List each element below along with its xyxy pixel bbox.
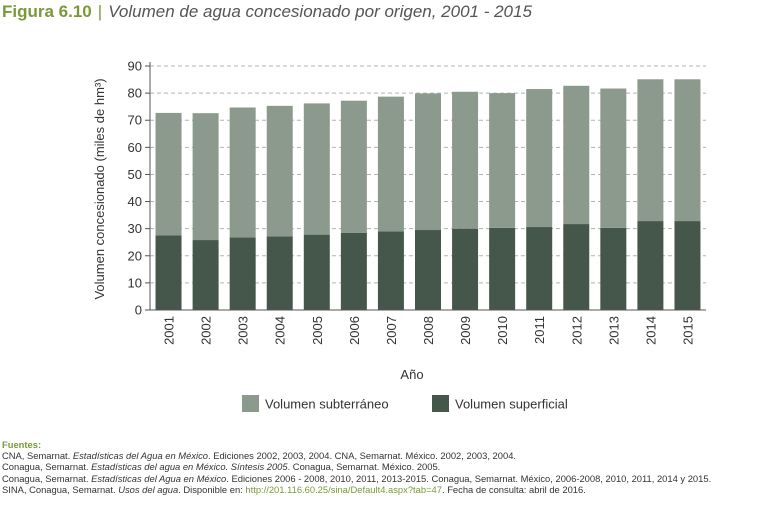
sources-heading: Fuentes: — [2, 439, 42, 450]
title-separator: | — [97, 2, 103, 21]
source-link[interactable]: http://201.116.60.25/sina/Default4.aspx?… — [245, 483, 442, 495]
source-text: SINA, Conagua, Semarnat. — [2, 483, 119, 495]
x-tick-label-2005: 2005 — [310, 316, 325, 345]
y-tick-label-0: 0 — [135, 303, 142, 318]
x-tick-label-2003: 2003 — [236, 316, 251, 345]
source-text: . Ediciones 2006 - 2008, 2010, 2011, 201… — [226, 472, 712, 484]
bar-subterraneo-2006 — [340, 100, 367, 233]
bar-superficial-2010 — [489, 227, 516, 310]
bar-subterraneo-2007 — [377, 96, 404, 232]
x-tick-labels: 2001 2002 2003 2004 2005 2006 2007 2008 2009 2010… — [162, 316, 696, 345]
source-entry: SINA, Conagua, Semarnat. Usos del agua. … — [2, 484, 768, 495]
source-entry: Conagua, Semarnat. Estadísticas del Agua… — [2, 473, 768, 484]
bar-subterraneo-2012 — [563, 85, 590, 225]
source-text: . Ediciones 2002, 2003, 2004. CNA, Semar… — [208, 450, 517, 462]
legend-swatch-1 — [432, 395, 449, 412]
x-tick-label-2008: 2008 — [421, 316, 436, 345]
bar-subterraneo-2015 — [674, 79, 701, 222]
y-tick-label-90: 90 — [128, 59, 142, 74]
figure-caption: Volumen de agua concesionado por origen,… — [108, 2, 532, 21]
y-tick-label-30: 30 — [128, 221, 142, 236]
source-entry: CNA, Semarnat. Estadísticas del Agua en … — [2, 450, 768, 461]
source-publication-title: Estadísticas del agua en México. Síntesi… — [91, 461, 288, 473]
bar-subterraneo-2003 — [229, 107, 256, 238]
bar-subterraneo-2013 — [600, 88, 627, 228]
source-list: CNA, Semarnat. Estadísticas del Agua en … — [2, 450, 768, 495]
y-tick-label-60: 60 — [128, 140, 142, 155]
x-tick-label-2014: 2014 — [643, 316, 658, 345]
bar-subterraneo-2008 — [415, 93, 441, 231]
bar-subterraneo-2004 — [266, 105, 293, 237]
bar-superficial-2003 — [229, 237, 256, 310]
y-tick-label-50: 50 — [128, 167, 142, 182]
bar-superficial-2013 — [600, 227, 627, 310]
bar-subterraneo-2001 — [155, 112, 182, 236]
x-tick-label-2010: 2010 — [495, 316, 510, 345]
source-entry: Conagua, Semarnat. Estadísticas del agua… — [2, 461, 768, 472]
x-axis-label: Año — [400, 367, 423, 382]
source-text: . Disponible en: — [178, 483, 246, 495]
source-text: CNA, Semarnat. — [2, 450, 73, 462]
y-tick-label-70: 70 — [128, 113, 142, 128]
bar-superficial-2008 — [415, 230, 441, 310]
figure-number: Figura 6.10 — [2, 2, 92, 21]
x-tick-label-2007: 2007 — [384, 316, 399, 345]
stacked-bar-chart: 0 10 20 30 40 50 60 70 80 90 2001 2002 2003 2004 2005… — [92, 59, 706, 412]
bar-superficial-2007 — [377, 231, 404, 310]
x-tick-label-2015: 2015 — [680, 316, 695, 345]
source-publication-title: Estadísticas del Agua en México — [91, 472, 227, 484]
source-publication-title: Estadísticas del Agua en México — [72, 450, 208, 462]
x-tick-label-2004: 2004 — [273, 316, 288, 345]
y-axis-label: Volumen concesionado (miles de hm³) — [92, 78, 107, 299]
bar-subterraneo-2009 — [452, 91, 479, 229]
source-text: . Conagua, Semarnat. México. 2005. — [287, 461, 441, 473]
bar-superficial-2005 — [303, 234, 330, 310]
bar-superficial-2002 — [192, 240, 219, 310]
figure-title: Figura 6.10 | Volumen de agua concesionado… — [2, 2, 532, 22]
x-tick-label-2013: 2013 — [606, 316, 621, 345]
bar-superficial-2015 — [674, 221, 701, 310]
bar-subterraneo-2002 — [192, 113, 219, 241]
source-text: . Fecha de consulta: abril de 2016. — [441, 483, 586, 495]
x-tick-label-2001: 2001 — [162, 316, 177, 345]
source-text: Conagua, Semarnat. — [2, 461, 92, 473]
legend-swatch-0 — [242, 395, 259, 412]
x-tick-label-2002: 2002 — [199, 316, 214, 345]
bar-superficial-2011 — [526, 227, 553, 310]
bar-superficial-2001 — [155, 235, 182, 310]
bar-superficial-2006 — [340, 232, 367, 310]
x-tick-label-2012: 2012 — [569, 316, 584, 345]
y-tick-label-20: 20 — [128, 248, 142, 263]
y-tick-label-80: 80 — [128, 86, 142, 101]
bar-superficial-2009 — [452, 228, 479, 310]
legend-label-0: Volumen subterráneo — [265, 397, 389, 412]
y-tick-label-40: 40 — [128, 194, 142, 209]
legend: Volumen subterráneo Volumen superficial — [242, 395, 568, 412]
bar-subterraneo-2005 — [303, 103, 330, 235]
x-tick-label-2009: 2009 — [458, 316, 473, 345]
axes — [145, 62, 706, 311]
bar-superficial-2014 — [637, 221, 664, 310]
legend-label-1: Volumen superficial — [455, 397, 568, 412]
bar-subterraneo-2011 — [526, 89, 553, 228]
source-text: Conagua, Semarnat. — [2, 472, 92, 484]
bars — [155, 79, 701, 310]
sources-block: Fuentes: CNA, Semarnat. Estadísticas del… — [2, 439, 768, 495]
bar-superficial-2004 — [266, 236, 293, 310]
y-tick-label-10: 10 — [128, 275, 142, 290]
bar-subterraneo-2010 — [489, 93, 516, 228]
x-tick-label-2011: 2011 — [532, 316, 547, 344]
y-tick-labels: 0 10 20 30 40 50 60 70 80 90 — [128, 59, 142, 318]
bar-subterraneo-2014 — [637, 79, 664, 222]
x-tick-label-2006: 2006 — [347, 316, 362, 345]
bar-superficial-2012 — [563, 224, 590, 310]
source-publication-title: Usos del agua — [118, 483, 179, 495]
